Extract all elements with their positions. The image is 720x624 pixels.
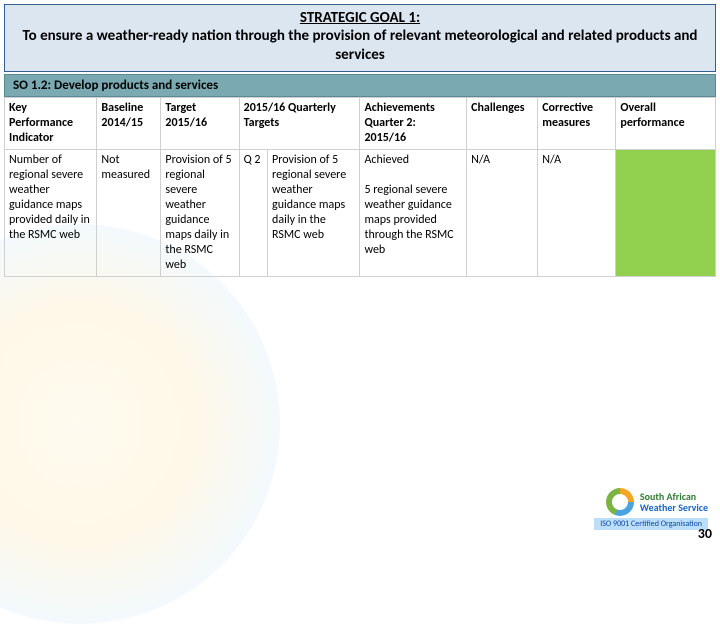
col-kpi-l3: Indicator [9,131,54,145]
strategic-goal-header: STRATEGIC GOAL 1: To ensure a weather-re… [4,4,716,72]
cell-qlabel: Q 2 [239,149,267,276]
cell-achievements: Achieved 5 regional severe weather guida… [360,149,467,276]
col-ach-l1: Achievements [364,101,434,115]
col-corr-l2: measures [542,116,590,130]
performance-table: Key Performance Indicator Baseline 2014/… [4,97,716,277]
col-quarterly-l2: Targets [244,116,280,130]
cell-corrective: N/A [538,149,616,276]
background-graphic [0,224,280,624]
col-ach-l3: 2015/16 [364,131,406,145]
col-baseline-l1: Baseline [101,101,143,115]
col-target: Target 2015/16 [161,97,239,149]
cell-target: Provision of 5 regional severe weather g… [161,149,239,276]
col-quarterly-l1: 2015/16 Quarterly [244,101,336,115]
cell-baseline: Not measured [97,149,161,276]
logo-swirl-icon [606,488,634,516]
page-number: 30 [698,525,712,542]
logo-subtext: ISO 9001 Certified Organisation [594,518,708,530]
cell-overall-performance [616,149,716,276]
logo-line2: Weather Service [640,502,708,513]
so-bar: SO 1.2: Develop products and services [4,74,716,97]
col-achievements: Achievements Quarter 2: 2015/16 [360,97,467,149]
logo-text: South African Weather Service [640,491,708,513]
col-baseline-l2: 2014/15 [101,116,143,130]
col-overall: Overall performance [616,97,716,149]
col-kpi: Key Performance Indicator [5,97,97,149]
cell-kpi: Number of regional severe weather guidan… [5,149,97,276]
table-header-row: Key Performance Indicator Baseline 2014/… [5,97,716,149]
col-baseline: Baseline 2014/15 [97,97,161,149]
cell-challenges: N/A [467,149,538,276]
cell-ach-body: 5 regional severe weather guidance maps … [364,183,453,257]
goal-title: STRATEGIC GOAL 1: [15,9,705,27]
goal-text: To ensure a weather-ready nation through… [15,27,705,65]
cell-ach-head: Achieved [364,153,409,167]
col-kpi-l2: Performance [9,116,73,130]
col-corrective: Corrective measures [538,97,616,149]
cell-qtarget: Provision of 5 regional severe weather g… [268,149,360,276]
col-target-l2: 2015/16 [165,116,207,130]
col-overall-l1: Overall [620,101,656,115]
col-corr-l1: Corrective [542,101,593,115]
col-challenges: Challenges [467,97,538,149]
col-quarterly: 2015/16 Quarterly Targets [239,97,360,149]
col-kpi-l1: Key [9,101,27,115]
col-overall-l2: performance [620,116,684,130]
logo: South African Weather Service [606,488,708,516]
col-ach-l2: Quarter 2: [364,116,415,130]
table-row: Number of regional severe weather guidan… [5,149,716,276]
col-target-l1: Target [165,101,196,115]
